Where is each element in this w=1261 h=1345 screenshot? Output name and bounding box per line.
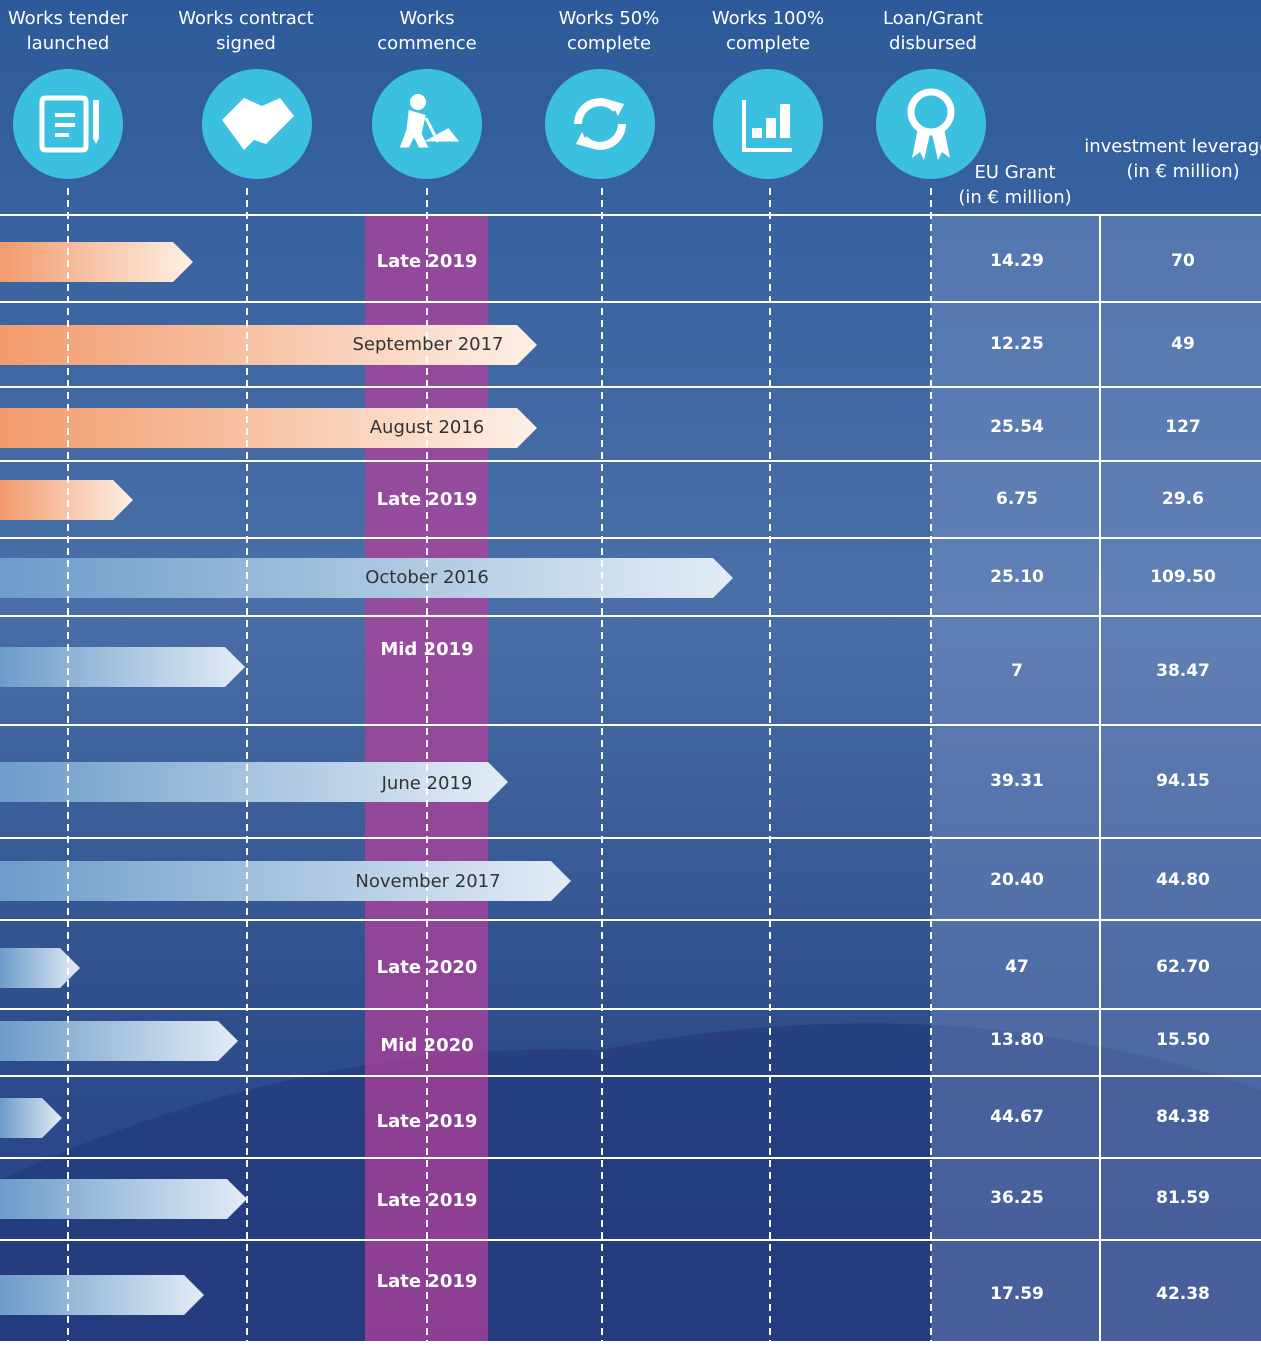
icon-refresh	[574, 98, 626, 150]
investment: 70	[1171, 251, 1195, 271]
icon-chart-bar	[780, 104, 790, 138]
investment: 84.38	[1156, 1107, 1210, 1127]
header-label: Works contract signed	[178, 8, 313, 54]
progress-bar	[0, 408, 537, 448]
header-label: investment leveraged(in € million)	[1084, 136, 1261, 182]
header-label: Works tender launched	[8, 8, 129, 54]
progress-bar	[0, 861, 571, 901]
progress-bar	[0, 1021, 238, 1061]
header-label: Works commence	[377, 8, 476, 54]
investment: 15.50	[1156, 1030, 1210, 1050]
icon-chart-bar	[752, 128, 762, 138]
date-label: Late 2019	[377, 1190, 478, 1211]
date-label: Late 2020	[377, 957, 478, 978]
hills	[0, 1023, 1261, 1341]
header-label: EU Grant (in € million)	[958, 162, 1071, 208]
eu-grant: 47	[1005, 957, 1029, 977]
investment: 42.38	[1156, 1284, 1210, 1304]
date-label: Mid 2019	[380, 639, 473, 660]
icon-worker	[399, 110, 460, 148]
investment: 49	[1171, 334, 1195, 354]
date-label: Late 2019	[377, 251, 478, 272]
progress-bar	[0, 242, 193, 282]
icon-award	[912, 128, 950, 160]
icon-worker	[410, 94, 426, 110]
icon-book	[39, 95, 89, 153]
progress-bar	[0, 948, 80, 988]
progress-bar	[0, 1275, 204, 1315]
date-label: November 2017	[355, 871, 500, 892]
investment: 127	[1165, 417, 1201, 437]
date-label: Late 2019	[377, 1271, 478, 1292]
icon-chart	[742, 100, 792, 152]
date-label: September 2017	[352, 334, 503, 355]
progress-bar	[0, 480, 133, 520]
investment: 62.70	[1156, 957, 1210, 977]
date-label: Late 2019	[377, 1111, 478, 1132]
stage-icon	[876, 69, 986, 179]
eu-grant: 14.29	[990, 251, 1044, 271]
eu-grant: 25.10	[990, 567, 1044, 587]
icon-handshake	[222, 98, 294, 150]
progress-bar	[0, 558, 733, 598]
icon-chart-bar	[766, 118, 776, 138]
eu-grant: 6.75	[996, 489, 1038, 509]
investment: 94.15	[1156, 771, 1210, 791]
header-label: Loan/Grant disbursed	[883, 8, 983, 54]
eu-grant: 36.25	[990, 1188, 1044, 1208]
progress-bar	[0, 1098, 62, 1138]
investment: 81.59	[1156, 1188, 1210, 1208]
progress-bar	[0, 1179, 247, 1219]
stage-icon	[372, 69, 482, 179]
date-label: August 2016	[370, 417, 485, 438]
progress-bar	[0, 762, 508, 802]
investment: 38.47	[1156, 661, 1210, 681]
value-panel	[931, 215, 1261, 1341]
progress-bar	[0, 647, 245, 687]
investment: 44.80	[1156, 870, 1210, 890]
date-label: Mid 2020	[380, 1035, 473, 1056]
investment: 109.50	[1150, 567, 1216, 587]
eu-grant: 44.67	[990, 1107, 1044, 1127]
eu-grant: 17.59	[990, 1284, 1044, 1304]
eu-grant: 20.40	[990, 870, 1044, 890]
progress-bar	[0, 325, 537, 365]
icon-pen	[93, 100, 99, 144]
header-label: Works 50% complete	[559, 8, 660, 54]
eu-grant: 25.54	[990, 417, 1044, 437]
investment: 29.6	[1162, 489, 1204, 509]
eu-grant: 39.31	[990, 771, 1044, 791]
icon-refresh	[576, 100, 624, 148]
stage-icon	[545, 69, 655, 179]
eu-grant: 7	[1011, 661, 1023, 681]
header-label: Works 100% complete	[712, 8, 824, 54]
date-label: October 2016	[365, 567, 489, 588]
eu-grant: 12.25	[990, 334, 1044, 354]
date-label: June 2019	[381, 773, 473, 794]
icon-award	[907, 88, 955, 136]
eu-grant: 13.80	[990, 1030, 1044, 1050]
date-label: Late 2019	[377, 489, 478, 510]
icon-book	[55, 113, 75, 137]
